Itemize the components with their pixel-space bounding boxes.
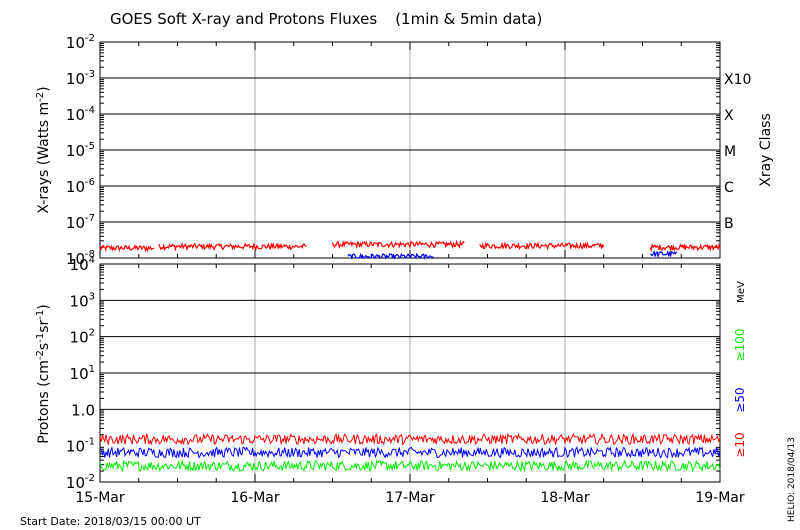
x-tick-label: 15-Mar: [75, 490, 125, 506]
xray-y-tick-label: 10-2: [66, 33, 95, 52]
proton-legend: ≥10 ≥50 ≥100: [733, 329, 747, 458]
x-tick-label: 17-Mar: [385, 490, 435, 506]
xray-class-labels: X10 X M C B: [724, 72, 751, 232]
xray-series-line: [650, 249, 678, 259]
xray-series-line: [649, 242, 721, 253]
proton-y-tick-label: 104: [70, 255, 95, 274]
xray-class-label: X: [724, 108, 734, 124]
xray-class-label: B: [724, 216, 734, 232]
proton-ylabel: Protons (cm-2s-1sr-1): [35, 304, 52, 443]
chart-title: GOES Soft X-ray and Protons Fluxes (1min …: [110, 10, 542, 28]
proton-y-tick-label: 10-1: [66, 437, 95, 456]
proton-series-line: [99, 445, 721, 460]
proton-series-line: [99, 459, 721, 473]
xray-class-label: X10: [724, 72, 751, 88]
proton-series: [99, 432, 721, 473]
xray-y-tick-label: 10-7: [66, 213, 95, 232]
xray-class-label: C: [724, 180, 734, 196]
x-axis-labels: 15-Mar 16-Mar 17-Mar 18-Mar 19-Mar: [75, 490, 745, 506]
xray-series: [99, 239, 721, 261]
proton-y-tick-label: 1.0: [71, 401, 95, 419]
xray-y-tick-label: 10-5: [66, 141, 95, 160]
xray-series-line: [479, 241, 605, 251]
proton-y-tick-label: 10-2: [66, 473, 95, 492]
xray-grid: [99, 42, 721, 258]
proton-y-tick-label: 102: [70, 328, 95, 347]
x-tick-label: 16-Mar: [230, 490, 280, 506]
mev-label: MeV: [736, 281, 747, 303]
xray-y-tick-label: 10-6: [66, 177, 95, 196]
proton-series-line: [99, 432, 721, 446]
credit-label: HELIO: 2018/04/13: [787, 437, 797, 522]
xray-series-line: [158, 241, 307, 252]
xray-class-label: M: [724, 144, 736, 160]
start-date: Start Date: 2018/03/15 00:00 UT: [20, 515, 201, 528]
xray-ylabel: X-rays (Watts m-2): [35, 86, 52, 213]
x-tick-label: 19-Mar: [695, 490, 745, 506]
x-tick-label: 18-Mar: [540, 490, 590, 506]
xray-series-line: [99, 243, 155, 253]
xray-series-line: [331, 239, 465, 250]
proton-y-ticks: 104 103 102 101 1.0 10-1 10-2: [66, 255, 95, 492]
xray-y-ticks: 10-2 10-3 10-4 10-5 10-6 10-7 10-8: [66, 33, 95, 268]
xray-y-tick-label: 10-4: [66, 105, 95, 124]
proton-grid: [99, 264, 721, 482]
xray-class-axis-label: Xray Class: [758, 113, 774, 187]
xray-y-tick-label: 10-3: [66, 69, 95, 88]
proton-y-tick-label: 101: [70, 364, 95, 383]
xray-y-tick-label: 10-8: [66, 249, 95, 268]
legend-entry: ≥100: [733, 329, 747, 362]
xray-series-line: [347, 252, 434, 261]
legend-entry: ≥10: [733, 432, 747, 457]
legend-entry: ≥50: [733, 387, 747, 412]
proton-y-tick-label: 103: [70, 291, 95, 310]
